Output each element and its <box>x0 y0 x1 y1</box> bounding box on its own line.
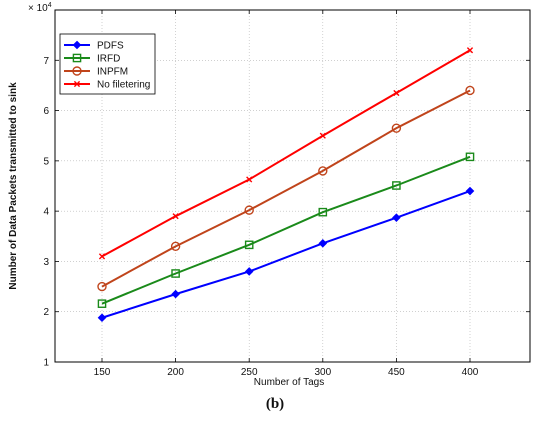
data-point-circle-marker <box>391 123 402 133</box>
axis-ticks: 150 200 250 300 450 400 1 2 3 4 5 6 7 <box>43 10 530 378</box>
series-line <box>101 190 471 319</box>
data-point-x-stroke <box>172 213 179 220</box>
x-tick-label: 150 <box>94 367 111 378</box>
series-line <box>101 49 471 258</box>
y-tick-label: 1 <box>43 358 49 369</box>
legend: PDFS IRFD INPFM No filetering <box>59 33 156 95</box>
legend-label: IRFD <box>97 54 120 65</box>
legend-items: PDFS IRFD INPFM No filetering <box>64 41 150 91</box>
y-multiplier-base: × 10 <box>28 3 48 14</box>
data-point-circle-marker <box>465 85 475 96</box>
plot-frame <box>54 9 531 363</box>
data-point-diamond-marker <box>392 213 401 222</box>
y-tick-label: 2 <box>43 307 49 318</box>
figure-caption: (b) <box>266 396 284 412</box>
data-point-diamond-marker <box>465 186 475 196</box>
legend-square-marker <box>72 53 82 63</box>
series-0 <box>97 186 475 323</box>
legend-item: IRFD <box>64 54 120 65</box>
x-tick-label: 300 <box>314 367 331 378</box>
data-point-square-marker <box>465 152 475 162</box>
y-tick-label: 4 <box>43 207 49 218</box>
x-tick-label: 200 <box>167 367 184 378</box>
legend-x-marker <box>73 80 81 88</box>
legend-item: No filetering <box>64 80 150 91</box>
y-multiplier-exponent: 4 <box>48 2 52 9</box>
y-tick-label: 7 <box>43 56 49 67</box>
legend-item: PDFS <box>64 41 124 52</box>
data-point-circle-marker <box>318 166 328 176</box>
data-point-circle-marker <box>244 205 254 215</box>
data-point-x-stroke <box>98 253 106 260</box>
data-point-circle-marker <box>170 241 181 252</box>
legend-item: INPFM <box>64 66 128 78</box>
data-point-x-marker <box>319 132 326 139</box>
data-point-x-marker <box>172 213 179 220</box>
data-point-diamond-marker <box>244 267 254 276</box>
x-axis-label: Number of Tags <box>254 377 324 388</box>
data-point-x-stroke <box>466 47 474 54</box>
data-point-x-marker <box>466 47 474 54</box>
data-point-x-marker <box>393 89 400 97</box>
data-point-x-stroke <box>319 132 326 139</box>
data-point-diamond-marker <box>97 313 107 323</box>
data-point-square-marker <box>244 240 254 250</box>
data-point-circle-marker <box>97 281 107 292</box>
data-point-square-marker <box>171 269 180 278</box>
y-tick-label: 6 <box>43 106 49 117</box>
legend-circle-marker <box>72 66 82 76</box>
legend-x-stroke <box>73 80 81 88</box>
data-point-x-stroke <box>393 89 400 97</box>
series-3 <box>98 47 474 260</box>
legend-diamond-marker <box>72 40 82 50</box>
legend-label: INPFM <box>97 67 128 78</box>
x-tick-label: 450 <box>388 367 405 378</box>
y-multiplier-label: × 104 <box>28 2 52 14</box>
legend-label: PDFS <box>97 41 124 52</box>
data-point-x-stroke <box>246 176 253 183</box>
y-axis-label: Number of Data Packets transmitted to si… <box>8 82 19 290</box>
data-point-x-marker <box>246 176 253 183</box>
data-point-square-marker <box>392 181 401 190</box>
series-2 <box>97 85 475 292</box>
data-point-square-marker <box>318 207 328 217</box>
data-point-diamond-marker <box>171 289 180 299</box>
series-1 <box>97 152 475 308</box>
series-line <box>101 89 471 288</box>
x-tick-label: 250 <box>241 367 258 378</box>
data-point-square-marker <box>97 299 107 308</box>
y-tick-label: 3 <box>43 257 49 268</box>
legend-label: No filetering <box>97 80 150 91</box>
series-line <box>101 155 471 305</box>
x-tick-label: 400 <box>462 367 479 378</box>
series-group <box>97 47 475 323</box>
y-tick-label: 5 <box>43 156 49 167</box>
data-point-diamond-marker <box>318 239 328 248</box>
data-point-x-marker <box>98 253 106 260</box>
